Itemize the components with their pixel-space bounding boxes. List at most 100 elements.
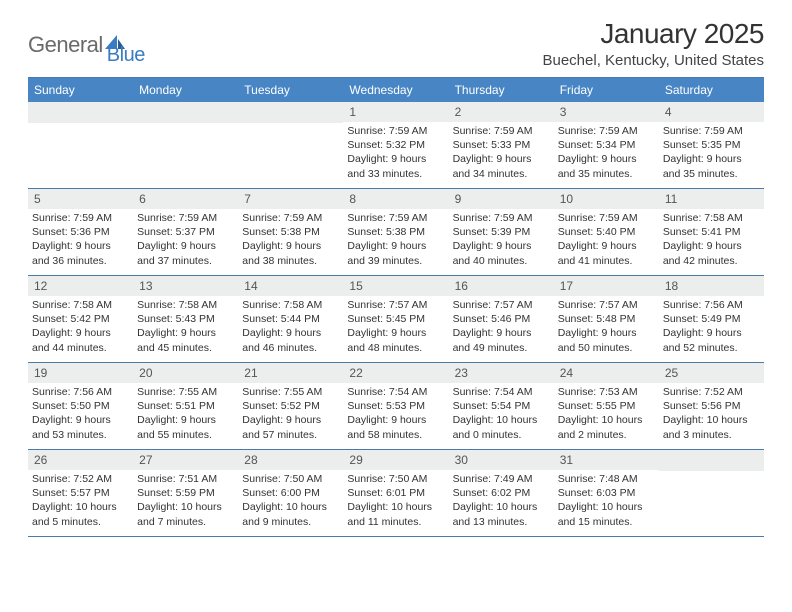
day-body: Sunrise: 7:57 AMSunset: 5:46 PMDaylight:… bbox=[449, 296, 554, 359]
daylight-line-2: and 58 minutes. bbox=[347, 428, 444, 442]
week-row: 19Sunrise: 7:56 AMSunset: 5:50 PMDayligh… bbox=[28, 363, 764, 450]
sunset-line: Sunset: 5:37 PM bbox=[137, 225, 234, 239]
sunrise-line: Sunrise: 7:59 AM bbox=[453, 124, 550, 138]
daylight-line-2: and 50 minutes. bbox=[558, 341, 655, 355]
daylight-line-2: and 55 minutes. bbox=[137, 428, 234, 442]
calendar: SundayMondayTuesdayWednesdayThursdayFrid… bbox=[28, 77, 764, 537]
daylight-line-1: Daylight: 9 hours bbox=[558, 239, 655, 253]
day-number: 7 bbox=[238, 189, 343, 209]
daylight-line-2: and 7 minutes. bbox=[137, 515, 234, 529]
daylight-line-2: and 48 minutes. bbox=[347, 341, 444, 355]
daylight-line-2: and 3 minutes. bbox=[663, 428, 760, 442]
day-number: 8 bbox=[343, 189, 448, 209]
daylight-line-1: Daylight: 10 hours bbox=[558, 413, 655, 427]
daylight-line-2: and 52 minutes. bbox=[663, 341, 760, 355]
day-number: 6 bbox=[133, 189, 238, 209]
day-cell: 20Sunrise: 7:55 AMSunset: 5:51 PMDayligh… bbox=[133, 363, 238, 449]
sunset-line: Sunset: 5:51 PM bbox=[137, 399, 234, 413]
sunrise-line: Sunrise: 7:49 AM bbox=[453, 472, 550, 486]
day-body: Sunrise: 7:54 AMSunset: 5:54 PMDaylight:… bbox=[449, 383, 554, 446]
day-cell: 3Sunrise: 7:59 AMSunset: 5:34 PMDaylight… bbox=[554, 102, 659, 188]
calendar-page: General Blue January 2025 Buechel, Kentu… bbox=[0, 0, 792, 555]
day-cell: 16Sunrise: 7:57 AMSunset: 5:46 PMDayligh… bbox=[449, 276, 554, 362]
day-body: Sunrise: 7:59 AMSunset: 5:34 PMDaylight:… bbox=[554, 122, 659, 185]
sunrise-line: Sunrise: 7:59 AM bbox=[242, 211, 339, 225]
daylight-line-1: Daylight: 9 hours bbox=[347, 239, 444, 253]
daylight-line-1: Daylight: 9 hours bbox=[137, 326, 234, 340]
sunset-line: Sunset: 5:40 PM bbox=[558, 225, 655, 239]
day-cell: 27 Sunrise: 7:51 AMSunset: 5:59 PMDayligh… bbox=[133, 450, 238, 536]
sunset-line: Sunset: 5:54 PM bbox=[453, 399, 550, 413]
sunset-line: Sunset: 5:56 PM bbox=[663, 399, 760, 413]
day-header-cell: Saturday bbox=[659, 78, 764, 102]
day-number: 13 bbox=[133, 276, 238, 296]
day-body: Sunrise: 7:55 AMSunset: 5:52 PMDaylight:… bbox=[238, 383, 343, 446]
sunrise-line: Sunrise: 7:59 AM bbox=[347, 211, 444, 225]
empty-day-num bbox=[238, 102, 343, 123]
daylight-line-1: Daylight: 9 hours bbox=[32, 413, 129, 427]
sunrise-line: Sunrise: 7:59 AM bbox=[558, 211, 655, 225]
sunset-line: Sunset: 5:59 PM bbox=[137, 486, 234, 500]
sunrise-line: Sunrise: 7:50 AM bbox=[242, 472, 339, 486]
day-body: Sunrise: 7:59 AMSunset: 5:38 PMDaylight:… bbox=[343, 209, 448, 272]
day-body: Sunrise: 7:59 AMSunset: 5:38 PMDaylight:… bbox=[238, 209, 343, 272]
day-cell bbox=[659, 450, 764, 536]
daylight-line-1: Daylight: 9 hours bbox=[242, 413, 339, 427]
day-header-cell: Wednesday bbox=[343, 78, 448, 102]
sunrise-line: Sunrise: 7:58 AM bbox=[137, 298, 234, 312]
sunrise-line: Sunrise: 7:52 AM bbox=[32, 472, 129, 486]
day-body: Sunrise: 7:48 AMSunset: 6:03 PMDaylight:… bbox=[554, 470, 659, 533]
daylight-line-1: Daylight: 10 hours bbox=[137, 500, 234, 514]
day-number: 9 bbox=[449, 189, 554, 209]
day-cell: 10Sunrise: 7:59 AMSunset: 5:40 PMDayligh… bbox=[554, 189, 659, 275]
daylight-line-2: and 38 minutes. bbox=[242, 254, 339, 268]
daylight-line-1: Daylight: 10 hours bbox=[32, 500, 129, 514]
daylight-line-1: Daylight: 9 hours bbox=[347, 413, 444, 427]
day-body: Sunrise: 7:52 AMSunset: 5:56 PMDaylight:… bbox=[659, 383, 764, 446]
sunrise-line: Sunrise: 7:59 AM bbox=[137, 211, 234, 225]
day-body: Sunrise: 7:58 AMSunset: 5:44 PMDaylight:… bbox=[238, 296, 343, 359]
sunset-line: Sunset: 5:36 PM bbox=[32, 225, 129, 239]
day-body: Sunrise: 7:54 AMSunset: 5:53 PMDaylight:… bbox=[343, 383, 448, 446]
sunrise-line: Sunrise: 7:59 AM bbox=[663, 124, 760, 138]
week-row: 1Sunrise: 7:59 AMSunset: 5:32 PMDaylight… bbox=[28, 102, 764, 189]
sunset-line: Sunset: 5:43 PM bbox=[137, 312, 234, 326]
day-number: 5 bbox=[28, 189, 133, 209]
daylight-line-1: Daylight: 10 hours bbox=[242, 500, 339, 514]
daylight-line-2: and 2 minutes. bbox=[558, 428, 655, 442]
day-cell: 28Sunrise: 7:50 AMSunset: 6:00 PMDayligh… bbox=[238, 450, 343, 536]
sunset-line: Sunset: 6:02 PM bbox=[453, 486, 550, 500]
day-number: 16 bbox=[449, 276, 554, 296]
daylight-line-2: and 49 minutes. bbox=[453, 341, 550, 355]
sunset-line: Sunset: 5:44 PM bbox=[242, 312, 339, 326]
day-number: 17 bbox=[554, 276, 659, 296]
daylight-line-2: and 35 minutes. bbox=[663, 167, 760, 181]
day-number: 26 bbox=[28, 450, 133, 470]
day-header-row: SundayMondayTuesdayWednesdayThursdayFrid… bbox=[28, 77, 764, 102]
sunrise-line: Sunrise: 7:57 AM bbox=[453, 298, 550, 312]
daylight-line-1: Daylight: 9 hours bbox=[347, 152, 444, 166]
sunset-line: Sunset: 5:52 PM bbox=[242, 399, 339, 413]
daylight-line-2: and 11 minutes. bbox=[347, 515, 444, 529]
empty-day-num bbox=[659, 450, 764, 471]
empty-day-num bbox=[28, 102, 133, 123]
day-cell: 8Sunrise: 7:59 AMSunset: 5:38 PMDaylight… bbox=[343, 189, 448, 275]
sunrise-line: Sunrise: 7:58 AM bbox=[663, 211, 760, 225]
sunrise-line: Sunrise: 7:58 AM bbox=[242, 298, 339, 312]
daylight-line-2: and 57 minutes. bbox=[242, 428, 339, 442]
daylight-line-1: Daylight: 9 hours bbox=[663, 239, 760, 253]
daylight-line-2: and 42 minutes. bbox=[663, 254, 760, 268]
sunset-line: Sunset: 5:42 PM bbox=[32, 312, 129, 326]
sunset-line: Sunset: 5:34 PM bbox=[558, 138, 655, 152]
week-row: 12Sunrise: 7:58 AMSunset: 5:42 PMDayligh… bbox=[28, 276, 764, 363]
sunrise-line: Sunrise: 7:56 AM bbox=[32, 385, 129, 399]
daylight-line-1: Daylight: 10 hours bbox=[347, 500, 444, 514]
day-number: 28 bbox=[238, 450, 343, 470]
sunset-line: Sunset: 5:38 PM bbox=[347, 225, 444, 239]
day-body: Sunrise: 7:50 AMSunset: 6:00 PMDaylight:… bbox=[238, 470, 343, 533]
day-number: 27 bbox=[133, 450, 238, 470]
sunset-line: Sunset: 5:45 PM bbox=[347, 312, 444, 326]
sunset-line: Sunset: 5:33 PM bbox=[453, 138, 550, 152]
sunrise-line: Sunrise: 7:51 AM bbox=[137, 472, 234, 486]
logo: General Blue bbox=[28, 22, 145, 67]
